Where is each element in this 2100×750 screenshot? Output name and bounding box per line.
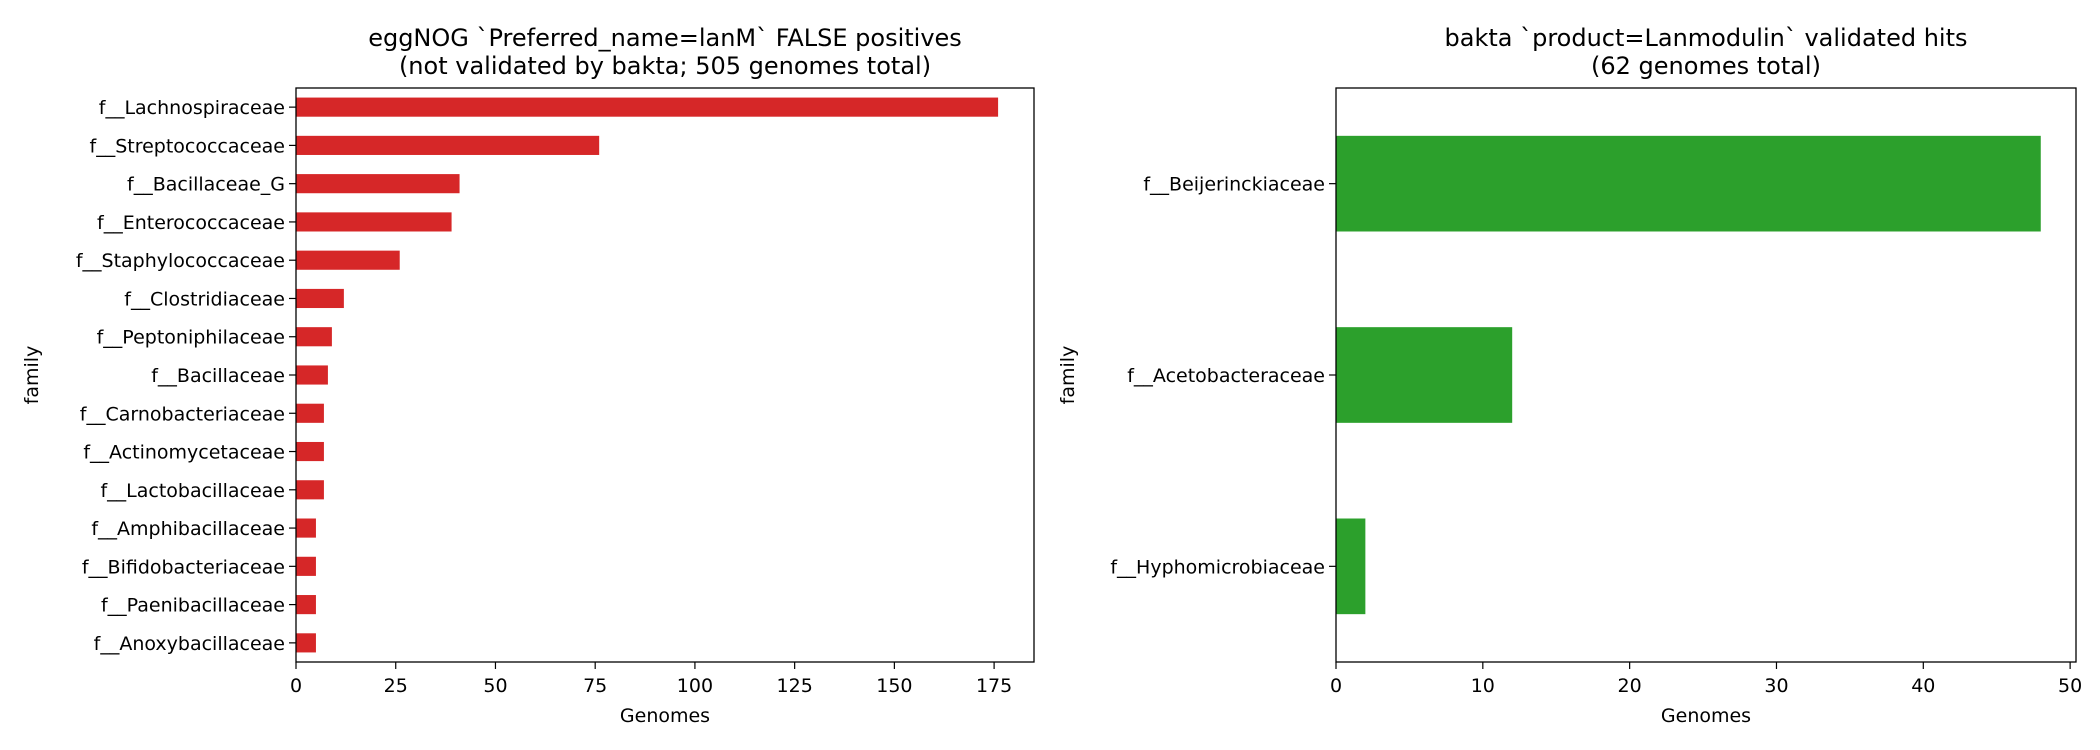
chart-title: (not validated by bakta; 505 genomes tot… xyxy=(399,52,931,80)
x-tick-label: 0 xyxy=(1330,675,1342,697)
bar xyxy=(296,288,344,309)
bar xyxy=(296,556,316,576)
x-tick-label: 50 xyxy=(2058,675,2082,697)
y-tick-label: f__Bifidobacteriaceae xyxy=(82,556,285,578)
bar xyxy=(296,518,316,538)
bar xyxy=(296,174,460,194)
bar xyxy=(1336,327,1513,423)
bar xyxy=(1336,518,1366,615)
y-tick-label: f__Paenibacillaceae xyxy=(101,595,285,617)
chart-title: (62 genomes total) xyxy=(1591,52,1821,80)
bar xyxy=(296,135,600,155)
y-axis-label: family xyxy=(1057,346,1079,405)
y-tick-label: f__Bacillaceae_G xyxy=(127,174,285,196)
bar xyxy=(296,403,324,423)
y-tick-label: f__Staphylococcaceae xyxy=(76,250,285,272)
y-tick-label: f__Clostridiaceae xyxy=(124,288,285,310)
plot-frame xyxy=(295,87,1035,663)
y-tick-label: f__Acetobacteraceae xyxy=(1127,365,1325,387)
x-tick-label: 20 xyxy=(1618,675,1642,697)
x-tick-label: 0 xyxy=(290,675,302,697)
plot-frame xyxy=(1335,87,2077,663)
y-tick-label: f__Lachnospiraceae xyxy=(99,97,285,119)
y-tick-label: f__Hyphomicrobiaceae xyxy=(1110,556,1325,578)
x-tick-label: 30 xyxy=(1764,675,1788,697)
chart-title: eggNOG `Preferred_name=lanM` FALSE posit… xyxy=(368,24,962,52)
y-tick-label: f__Anoxybacillaceae xyxy=(94,633,285,655)
x-tick-label: 25 xyxy=(384,675,408,697)
chart-title: bakta `product=Lanmodulin` validated hit… xyxy=(1445,24,1968,52)
bar xyxy=(296,441,324,462)
chart-right: f__Beijerinckiaceae f__Acetobacteraceae f_… xyxy=(1057,24,2082,727)
x-tick-label: 40 xyxy=(1911,675,1935,697)
y-tick-label: f__Carnobacteriaceae xyxy=(80,403,285,425)
x-axis-label: Genomes xyxy=(620,705,710,727)
y-tick-label: f__Lactobacillaceae xyxy=(100,480,285,502)
y-tick-label: f__Streptococcaceae xyxy=(90,135,286,157)
bar xyxy=(296,250,400,270)
bar xyxy=(296,365,328,385)
bar xyxy=(296,595,316,615)
x-tick-label: 150 xyxy=(876,675,912,697)
x-axis-label: Genomes xyxy=(1661,705,1751,727)
y-tick-label: f__Enterococcaceae xyxy=(97,212,285,234)
x-tick-label: 50 xyxy=(483,675,507,697)
x-tick-label: 10 xyxy=(1471,675,1495,697)
bar xyxy=(296,480,324,500)
bar xyxy=(296,97,999,117)
bar xyxy=(296,327,332,347)
bar xyxy=(296,212,452,232)
x-tick-label: 100 xyxy=(677,675,713,697)
y-tick-label: f__Peptoniphilaceae xyxy=(97,327,285,349)
chart-left: f__Lachnospiraceae f__Streptococcaceae f__… xyxy=(21,24,1035,727)
y-tick-label: f__Bacillaceae xyxy=(151,365,285,387)
bar xyxy=(1336,135,2041,232)
y-tick-label: f__Amphibacillaceae xyxy=(91,518,285,540)
y-axis-label: family xyxy=(21,346,43,405)
y-tick-label: f__Actinomycetaceae xyxy=(83,442,285,464)
bar xyxy=(296,633,316,653)
x-tick-label: 75 xyxy=(583,675,607,697)
x-tick-label: 125 xyxy=(777,675,813,697)
x-tick-label: 175 xyxy=(976,675,1012,697)
y-tick-label: f__Beijerinckiaceae xyxy=(1143,174,1325,196)
